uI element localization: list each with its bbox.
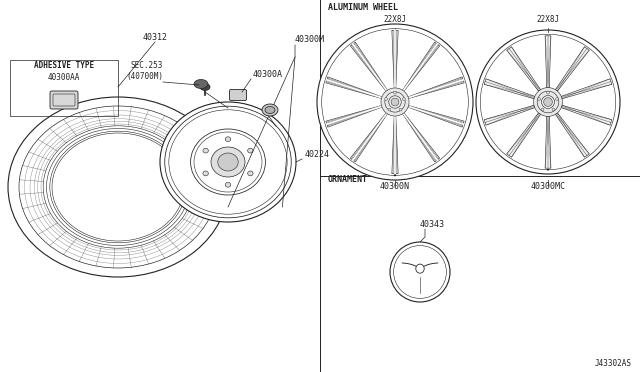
Ellipse shape — [194, 80, 208, 89]
Bar — [10, 60, 118, 116]
Circle shape — [547, 91, 549, 94]
Ellipse shape — [416, 264, 424, 273]
Text: J43302AS: J43302AS — [595, 359, 632, 368]
Polygon shape — [484, 79, 535, 99]
Text: 40300AA: 40300AA — [48, 73, 80, 82]
Circle shape — [385, 92, 405, 112]
Circle shape — [317, 24, 473, 180]
Polygon shape — [350, 113, 387, 160]
Text: SEC.253
(40700M): SEC.253 (40700M) — [126, 61, 163, 81]
Polygon shape — [507, 113, 541, 157]
Polygon shape — [561, 79, 612, 99]
Circle shape — [381, 88, 409, 116]
Text: 40343: 40343 — [419, 220, 445, 229]
Circle shape — [403, 98, 405, 100]
Polygon shape — [545, 36, 551, 88]
Text: 40300M: 40300M — [295, 35, 325, 44]
Ellipse shape — [225, 137, 231, 142]
Polygon shape — [556, 113, 589, 157]
Polygon shape — [395, 30, 398, 88]
Text: ADHESIVE TYPE: ADHESIVE TYPE — [34, 61, 94, 70]
Polygon shape — [403, 113, 436, 162]
Polygon shape — [484, 105, 535, 125]
Text: 40312: 40312 — [143, 33, 168, 42]
Text: 40300N: 40300N — [380, 182, 410, 191]
Ellipse shape — [248, 148, 253, 153]
Polygon shape — [326, 106, 381, 124]
Circle shape — [390, 242, 450, 302]
Ellipse shape — [160, 102, 296, 222]
Circle shape — [385, 98, 387, 100]
Polygon shape — [561, 105, 612, 125]
Ellipse shape — [262, 104, 278, 116]
Ellipse shape — [200, 83, 210, 90]
Circle shape — [538, 98, 541, 100]
FancyBboxPatch shape — [230, 90, 246, 100]
Polygon shape — [408, 106, 463, 127]
Text: 40300A: 40300A — [253, 70, 283, 79]
Text: 22X8J: 22X8J — [536, 15, 559, 24]
FancyBboxPatch shape — [50, 91, 78, 109]
Ellipse shape — [394, 174, 396, 176]
Polygon shape — [395, 116, 398, 174]
Ellipse shape — [265, 106, 275, 113]
Polygon shape — [408, 77, 463, 98]
Circle shape — [541, 108, 544, 111]
Polygon shape — [392, 116, 395, 174]
Circle shape — [543, 98, 552, 106]
Ellipse shape — [248, 171, 253, 176]
Polygon shape — [403, 113, 440, 160]
Polygon shape — [403, 42, 436, 91]
Polygon shape — [392, 30, 395, 88]
Polygon shape — [353, 113, 387, 162]
Polygon shape — [556, 47, 589, 91]
Ellipse shape — [225, 182, 231, 187]
Text: ALUMINUM WHEEL: ALUMINUM WHEEL — [328, 3, 398, 12]
Circle shape — [534, 87, 563, 116]
Circle shape — [391, 98, 399, 106]
Ellipse shape — [203, 171, 209, 176]
Text: 22X8J: 22X8J — [383, 15, 406, 24]
Ellipse shape — [8, 97, 228, 277]
Polygon shape — [326, 81, 381, 99]
Circle shape — [541, 96, 554, 109]
Polygon shape — [545, 116, 551, 168]
Polygon shape — [507, 47, 541, 91]
Circle shape — [552, 108, 555, 111]
Text: 40224: 40224 — [305, 150, 330, 159]
Polygon shape — [327, 106, 382, 127]
Circle shape — [394, 91, 396, 94]
Ellipse shape — [218, 153, 238, 171]
Ellipse shape — [203, 148, 209, 153]
Polygon shape — [327, 77, 382, 98]
Text: 40300MC: 40300MC — [531, 182, 566, 191]
Circle shape — [388, 108, 391, 111]
Circle shape — [556, 98, 558, 100]
Text: ORNAMENT: ORNAMENT — [328, 175, 368, 184]
Polygon shape — [403, 44, 440, 91]
Polygon shape — [408, 81, 464, 99]
Polygon shape — [353, 42, 387, 91]
Circle shape — [476, 30, 620, 174]
Polygon shape — [408, 106, 464, 124]
Ellipse shape — [547, 169, 549, 171]
Circle shape — [399, 108, 402, 111]
Circle shape — [537, 91, 559, 113]
Circle shape — [388, 96, 401, 108]
Ellipse shape — [211, 147, 245, 177]
Polygon shape — [350, 44, 387, 91]
